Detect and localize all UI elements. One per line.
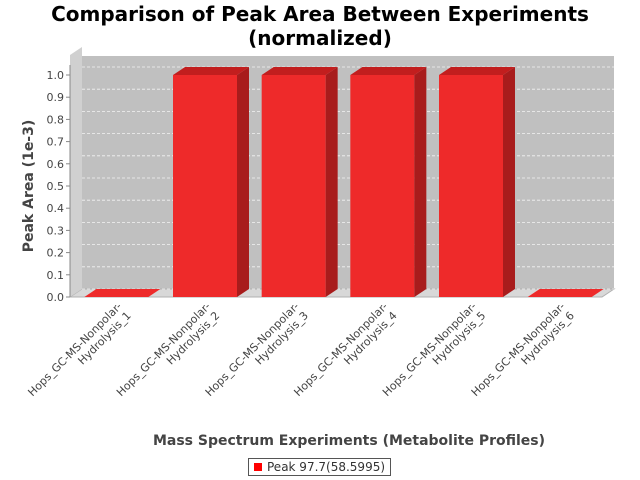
y-tick-label: 0.8 xyxy=(47,113,65,126)
bar-6 xyxy=(527,289,604,297)
bar-top xyxy=(350,67,427,75)
bar-front xyxy=(173,75,237,297)
bar-1 xyxy=(84,289,161,297)
bar-top xyxy=(261,67,338,75)
y-axis-label: Peak Area (1e-3) xyxy=(21,120,37,253)
bar-side xyxy=(237,67,249,297)
bar-side xyxy=(503,67,515,297)
legend-swatch xyxy=(254,463,262,471)
bar-front xyxy=(261,75,326,297)
bar-top xyxy=(527,289,604,297)
bar-2 xyxy=(173,67,249,297)
bar-front xyxy=(439,75,503,297)
bar-side xyxy=(414,67,427,297)
y-tick-label: 1.0 xyxy=(47,69,65,82)
bar-3 xyxy=(261,67,338,297)
y-tick-label: 0.2 xyxy=(47,247,65,260)
y-tick-label: 0.1 xyxy=(47,269,65,282)
bar-front xyxy=(350,75,415,297)
bar-top xyxy=(84,289,161,297)
chart-title: Comparison of Peak Area Between Experime… xyxy=(0,2,640,50)
y-tick-label: 0.4 xyxy=(47,202,65,215)
y-tick-label: 0.9 xyxy=(47,91,65,104)
bar-4 xyxy=(350,67,427,297)
bar-5 xyxy=(439,67,515,297)
y-tick-label: 0.0 xyxy=(47,291,65,304)
plot-background xyxy=(82,56,614,289)
chart-title-line1: Comparison of Peak Area Between Experime… xyxy=(51,2,589,26)
chart-title-line2: (normalized) xyxy=(248,26,392,50)
bar-side xyxy=(325,67,338,297)
legend-label: Peak 97.7(58.5995) xyxy=(267,460,386,474)
x-axis-label: Mass Spectrum Experiments (Metabolite Pr… xyxy=(153,433,545,449)
plot-left-wall xyxy=(70,47,82,297)
y-tick-label: 0.3 xyxy=(47,224,65,237)
legend: Peak 97.7(58.5995) xyxy=(248,458,392,476)
y-tick-label: 0.7 xyxy=(47,136,65,149)
y-tick-label: 0.6 xyxy=(47,158,65,171)
y-tick-label: 0.5 xyxy=(47,180,65,193)
bar-top xyxy=(439,67,515,75)
bar-top xyxy=(173,67,249,75)
